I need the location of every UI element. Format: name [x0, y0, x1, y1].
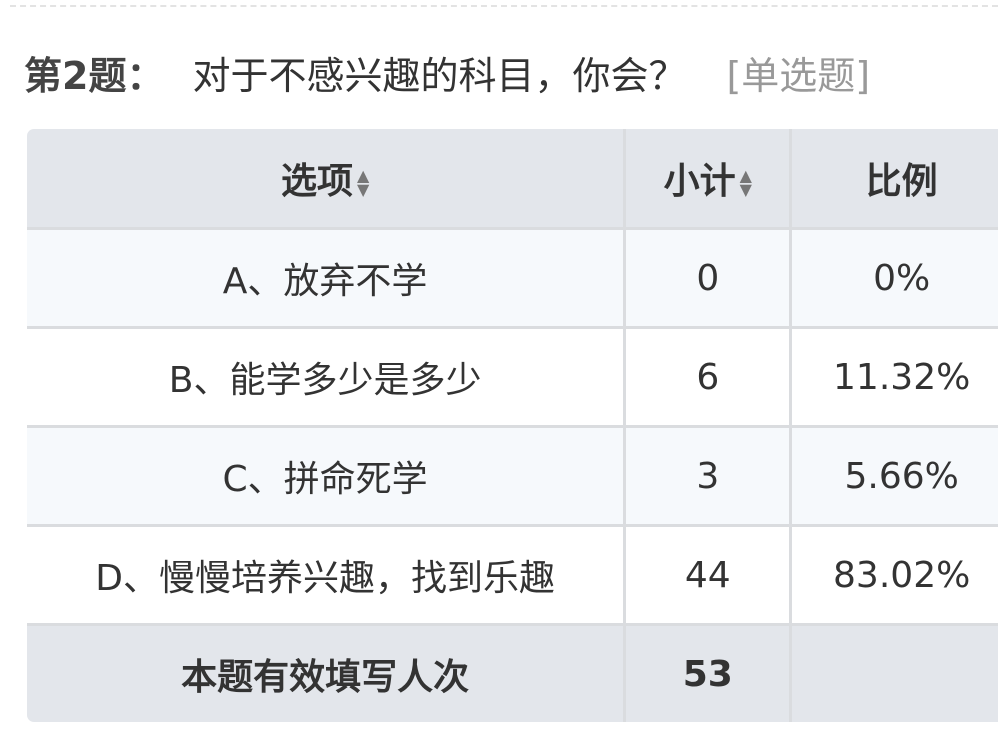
question-title: 第2题： 对于不感兴趣的科目，你会？ [单选题]: [24, 48, 870, 104]
percent-cell: 11.32%: [789, 326, 998, 428]
divider: [10, 5, 998, 7]
footer-count: 53: [623, 623, 793, 722]
percent-cell: 83.02%: [789, 524, 998, 626]
question-number: 第2题：: [24, 54, 165, 98]
header-percent: 比例: [789, 129, 998, 230]
count-cell: 0: [623, 227, 793, 329]
table-footer: 本题有效填写人次 53: [27, 623, 998, 722]
table-row: D、慢慢培养兴趣，找到乐趣 44 83.02%: [27, 524, 998, 626]
count-cell: 6: [623, 326, 793, 428]
count-cell: 3: [623, 425, 793, 527]
question-text: 对于不感兴趣的科目，你会？: [192, 54, 687, 98]
option-cell: A、放弃不学: [27, 227, 627, 329]
footer-label: 本题有效填写人次: [27, 623, 627, 722]
option-cell: C、拼命死学: [27, 425, 627, 527]
table-row: C、拼命死学 3 5.66%: [27, 425, 998, 527]
header-label: 小计: [663, 161, 736, 202]
header-label: 选项: [280, 161, 353, 202]
question-type: [单选题]: [726, 54, 871, 98]
footer-empty: [789, 623, 998, 722]
count-cell: 44: [623, 524, 793, 626]
percent-cell: 0%: [789, 227, 998, 329]
table-header: 选项 ▲ ▼ 小计 ▲ ▼ 比例: [27, 129, 998, 230]
option-cell: D、慢慢培养兴趣，找到乐趣: [27, 524, 627, 626]
sort-up-down-icon[interactable]: ▲ ▼: [739, 166, 752, 199]
header-count[interactable]: 小计 ▲ ▼: [623, 129, 793, 230]
header-option[interactable]: 选项 ▲ ▼: [27, 129, 627, 230]
table-row: B、能学多少是多少 6 11.32%: [27, 326, 998, 428]
table-row: A、放弃不学 0 0%: [27, 227, 998, 329]
results-table: 选项 ▲ ▼ 小计 ▲ ▼ 比例 A、放弃不学 0 0% B、能学多少是多少 6 11.…: [24, 126, 998, 725]
option-cell: B、能学多少是多少: [27, 326, 627, 428]
sort-up-down-icon[interactable]: ▲ ▼: [356, 166, 370, 199]
percent-cell: 5.66%: [789, 425, 998, 527]
